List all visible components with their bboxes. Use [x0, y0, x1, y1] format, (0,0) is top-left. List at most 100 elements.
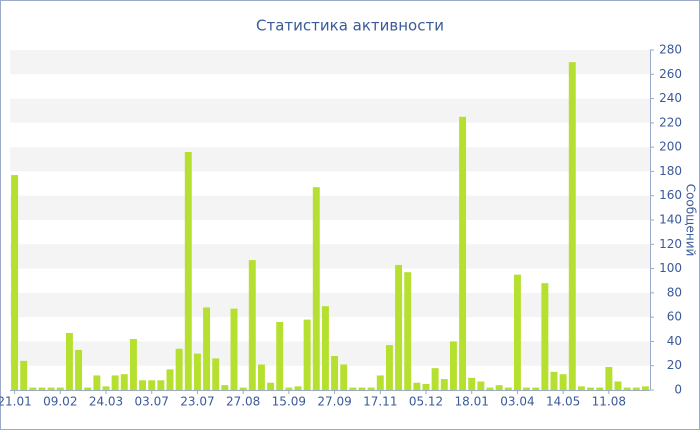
bar — [193, 353, 201, 390]
bar — [47, 387, 55, 390]
x-tick-label: 18.01 — [455, 395, 489, 409]
bar — [577, 386, 585, 390]
bar — [614, 381, 622, 390]
bar — [203, 307, 211, 390]
bar — [148, 380, 156, 390]
x-tick-label: 24.03 — [89, 395, 123, 409]
x-tick-label: 09.02 — [43, 395, 77, 409]
y-tick-label: 240 — [659, 91, 682, 105]
bar — [367, 387, 375, 390]
bar — [568, 62, 576, 391]
bar — [120, 374, 128, 390]
bar — [486, 387, 494, 390]
y-tick-label: 220 — [659, 115, 682, 129]
y-axis-title: Сообщений — [684, 184, 698, 257]
bar — [303, 319, 311, 390]
bar — [477, 381, 485, 390]
x-tick-label: 17.11 — [363, 395, 397, 409]
x-tick-label: 27.09 — [317, 395, 351, 409]
bar — [340, 364, 348, 390]
bar — [257, 364, 265, 390]
bar — [312, 187, 320, 390]
bar — [504, 387, 512, 390]
bar — [20, 360, 28, 390]
bar — [184, 152, 192, 390]
bar — [422, 383, 430, 390]
bar — [532, 387, 540, 390]
grid-band — [10, 341, 650, 366]
bar — [495, 385, 503, 390]
bar — [65, 332, 73, 390]
grid-band — [10, 98, 650, 123]
bar — [221, 385, 229, 390]
bar — [75, 349, 83, 390]
y-tick-label: 180 — [659, 164, 682, 178]
bar — [267, 382, 275, 390]
bar — [449, 341, 457, 390]
y-tick-label: 0 — [674, 383, 682, 397]
y-tick-label: 140 — [659, 213, 682, 227]
bar — [276, 322, 284, 390]
bar — [431, 368, 439, 390]
y-tick-label: 100 — [659, 261, 682, 275]
bar — [596, 387, 604, 390]
bar — [212, 358, 220, 390]
bar — [139, 380, 147, 390]
bar — [84, 387, 92, 390]
bar — [102, 386, 110, 390]
bar — [641, 386, 649, 390]
bar — [331, 356, 339, 390]
y-tick-label: 80 — [667, 285, 682, 299]
bar — [559, 374, 567, 390]
x-tick-label: 21.01 — [0, 395, 32, 409]
y-tick-label: 160 — [659, 188, 682, 202]
bar — [404, 272, 412, 390]
y-tick-label: 280 — [659, 43, 682, 57]
y-tick-label: 20 — [667, 358, 682, 372]
bar — [111, 375, 119, 390]
bar — [56, 387, 64, 390]
bar — [157, 380, 165, 390]
x-tick-label: 03.07 — [135, 395, 169, 409]
x-tick-label: 05.12 — [409, 395, 443, 409]
bar — [385, 345, 393, 390]
bar — [395, 264, 403, 390]
y-tick-label: 40 — [667, 334, 682, 348]
bar — [321, 306, 329, 390]
bar — [541, 283, 549, 390]
y-tick-label: 120 — [659, 237, 682, 251]
bar — [459, 116, 467, 391]
bar — [632, 387, 640, 390]
bar — [11, 175, 19, 390]
bar — [605, 366, 613, 390]
x-tick-label: 11.08 — [592, 395, 626, 409]
bar — [285, 387, 293, 390]
bar — [587, 387, 595, 390]
x-tick-label: 23.07 — [180, 395, 214, 409]
x-tick-label: 15.09 — [272, 395, 306, 409]
bar — [175, 348, 183, 390]
bar — [413, 382, 421, 390]
y-tick-label: 200 — [659, 140, 682, 154]
bar — [513, 274, 521, 390]
bar — [166, 369, 174, 390]
grid-band — [10, 292, 650, 318]
bar — [239, 387, 247, 390]
bar — [349, 387, 357, 390]
bar — [358, 387, 366, 390]
bar — [93, 375, 101, 390]
bar — [376, 375, 384, 390]
y-tick-label: 60 — [667, 310, 682, 324]
x-tick-label: 14.05 — [546, 395, 580, 409]
x-tick-label: 27.08 — [226, 395, 260, 409]
bar — [129, 339, 137, 390]
bar — [550, 371, 558, 390]
grid-band — [10, 195, 650, 220]
chart-title: Статистика активности — [256, 17, 444, 35]
bar — [440, 379, 448, 390]
grid-band — [10, 244, 650, 269]
grid-band — [10, 50, 650, 75]
bar — [29, 387, 37, 390]
bar — [468, 377, 476, 390]
